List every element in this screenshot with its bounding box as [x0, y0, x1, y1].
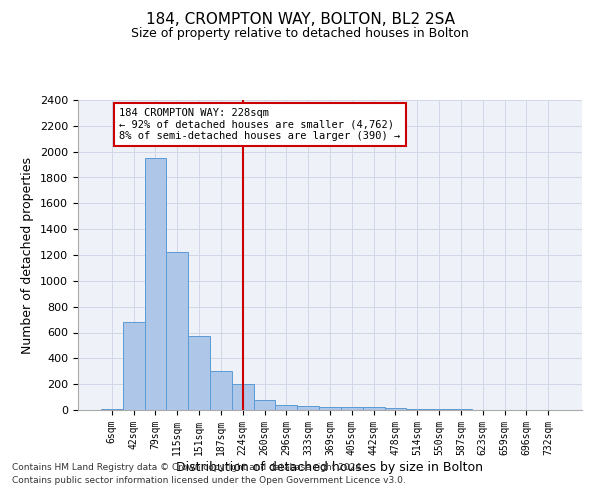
Text: 184 CROMPTON WAY: 228sqm
← 92% of detached houses are smaller (4,762)
8% of semi: 184 CROMPTON WAY: 228sqm ← 92% of detach… — [119, 108, 401, 141]
Bar — [319, 407, 341, 410]
X-axis label: Distribution of detached houses by size in Bolton: Distribution of detached houses by size … — [176, 460, 484, 473]
Bar — [166, 252, 188, 410]
Bar — [188, 336, 210, 410]
Text: 184, CROMPTON WAY, BOLTON, BL2 2SA: 184, CROMPTON WAY, BOLTON, BL2 2SA — [146, 12, 455, 28]
Bar — [123, 322, 145, 410]
Bar — [385, 408, 406, 410]
Bar — [297, 406, 319, 410]
Y-axis label: Number of detached properties: Number of detached properties — [22, 156, 34, 354]
Text: Contains HM Land Registry data © Crown copyright and database right 2024.: Contains HM Land Registry data © Crown c… — [12, 464, 364, 472]
Bar — [145, 158, 166, 410]
Bar — [232, 384, 254, 410]
Bar — [210, 370, 232, 410]
Text: Size of property relative to detached houses in Bolton: Size of property relative to detached ho… — [131, 28, 469, 40]
Bar — [275, 405, 297, 410]
Text: Contains public sector information licensed under the Open Government Licence v3: Contains public sector information licen… — [12, 476, 406, 485]
Bar — [254, 400, 275, 410]
Bar — [341, 407, 363, 410]
Bar — [363, 408, 385, 410]
